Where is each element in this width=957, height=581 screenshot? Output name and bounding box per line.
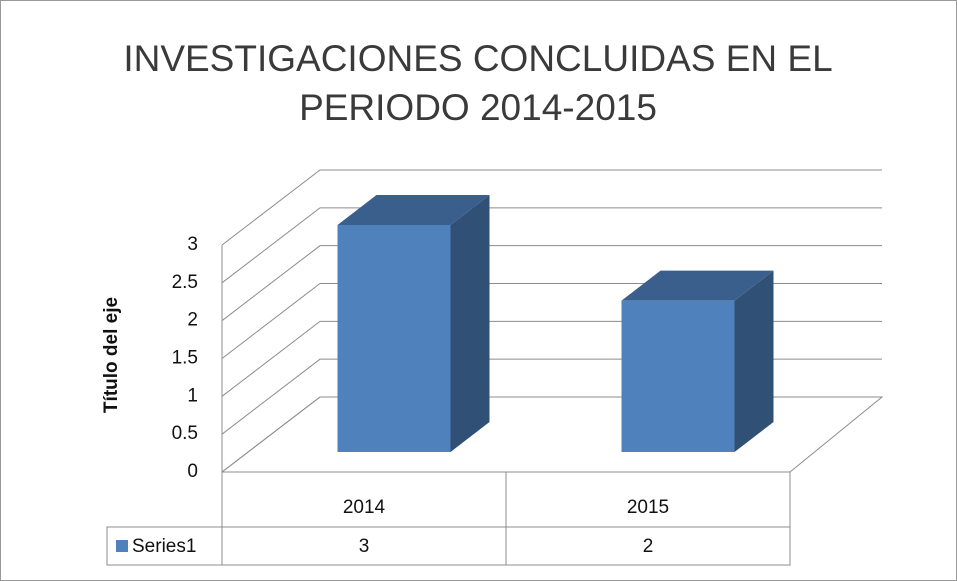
bar-top	[621, 270, 774, 301]
bar	[621, 300, 735, 452]
bar-side	[734, 270, 774, 452]
chart-title: INVESTIGACIONES CONCLUIDAS EN EL PERIODO…	[123, 38, 833, 128]
grid-line	[221, 169, 882, 246]
x-tick-label: 2015	[627, 497, 669, 518]
bar-side	[450, 195, 490, 452]
x-tick-label: 2014	[343, 497, 386, 518]
y-tick-label: 2.5	[172, 272, 198, 293]
bar	[337, 225, 451, 452]
legend-label: Series1	[132, 536, 196, 557]
y-tick-label: 1.5	[172, 348, 198, 369]
y-tick-label: 2	[187, 310, 198, 331]
grid-line	[221, 207, 882, 284]
y-axis-title: Título del eje	[101, 297, 122, 413]
grid-line	[221, 245, 882, 322]
y-tick-label: 1	[187, 385, 198, 406]
table-cell	[106, 526, 791, 566]
y-tick-label: 0	[187, 461, 198, 482]
legend-key	[116, 540, 128, 552]
y-tick-label: 3	[187, 234, 198, 255]
bar-top	[337, 195, 490, 225]
table-value: 2	[643, 536, 654, 557]
table-value: 3	[359, 536, 370, 557]
y-tick-label: 0.5	[172, 423, 198, 444]
